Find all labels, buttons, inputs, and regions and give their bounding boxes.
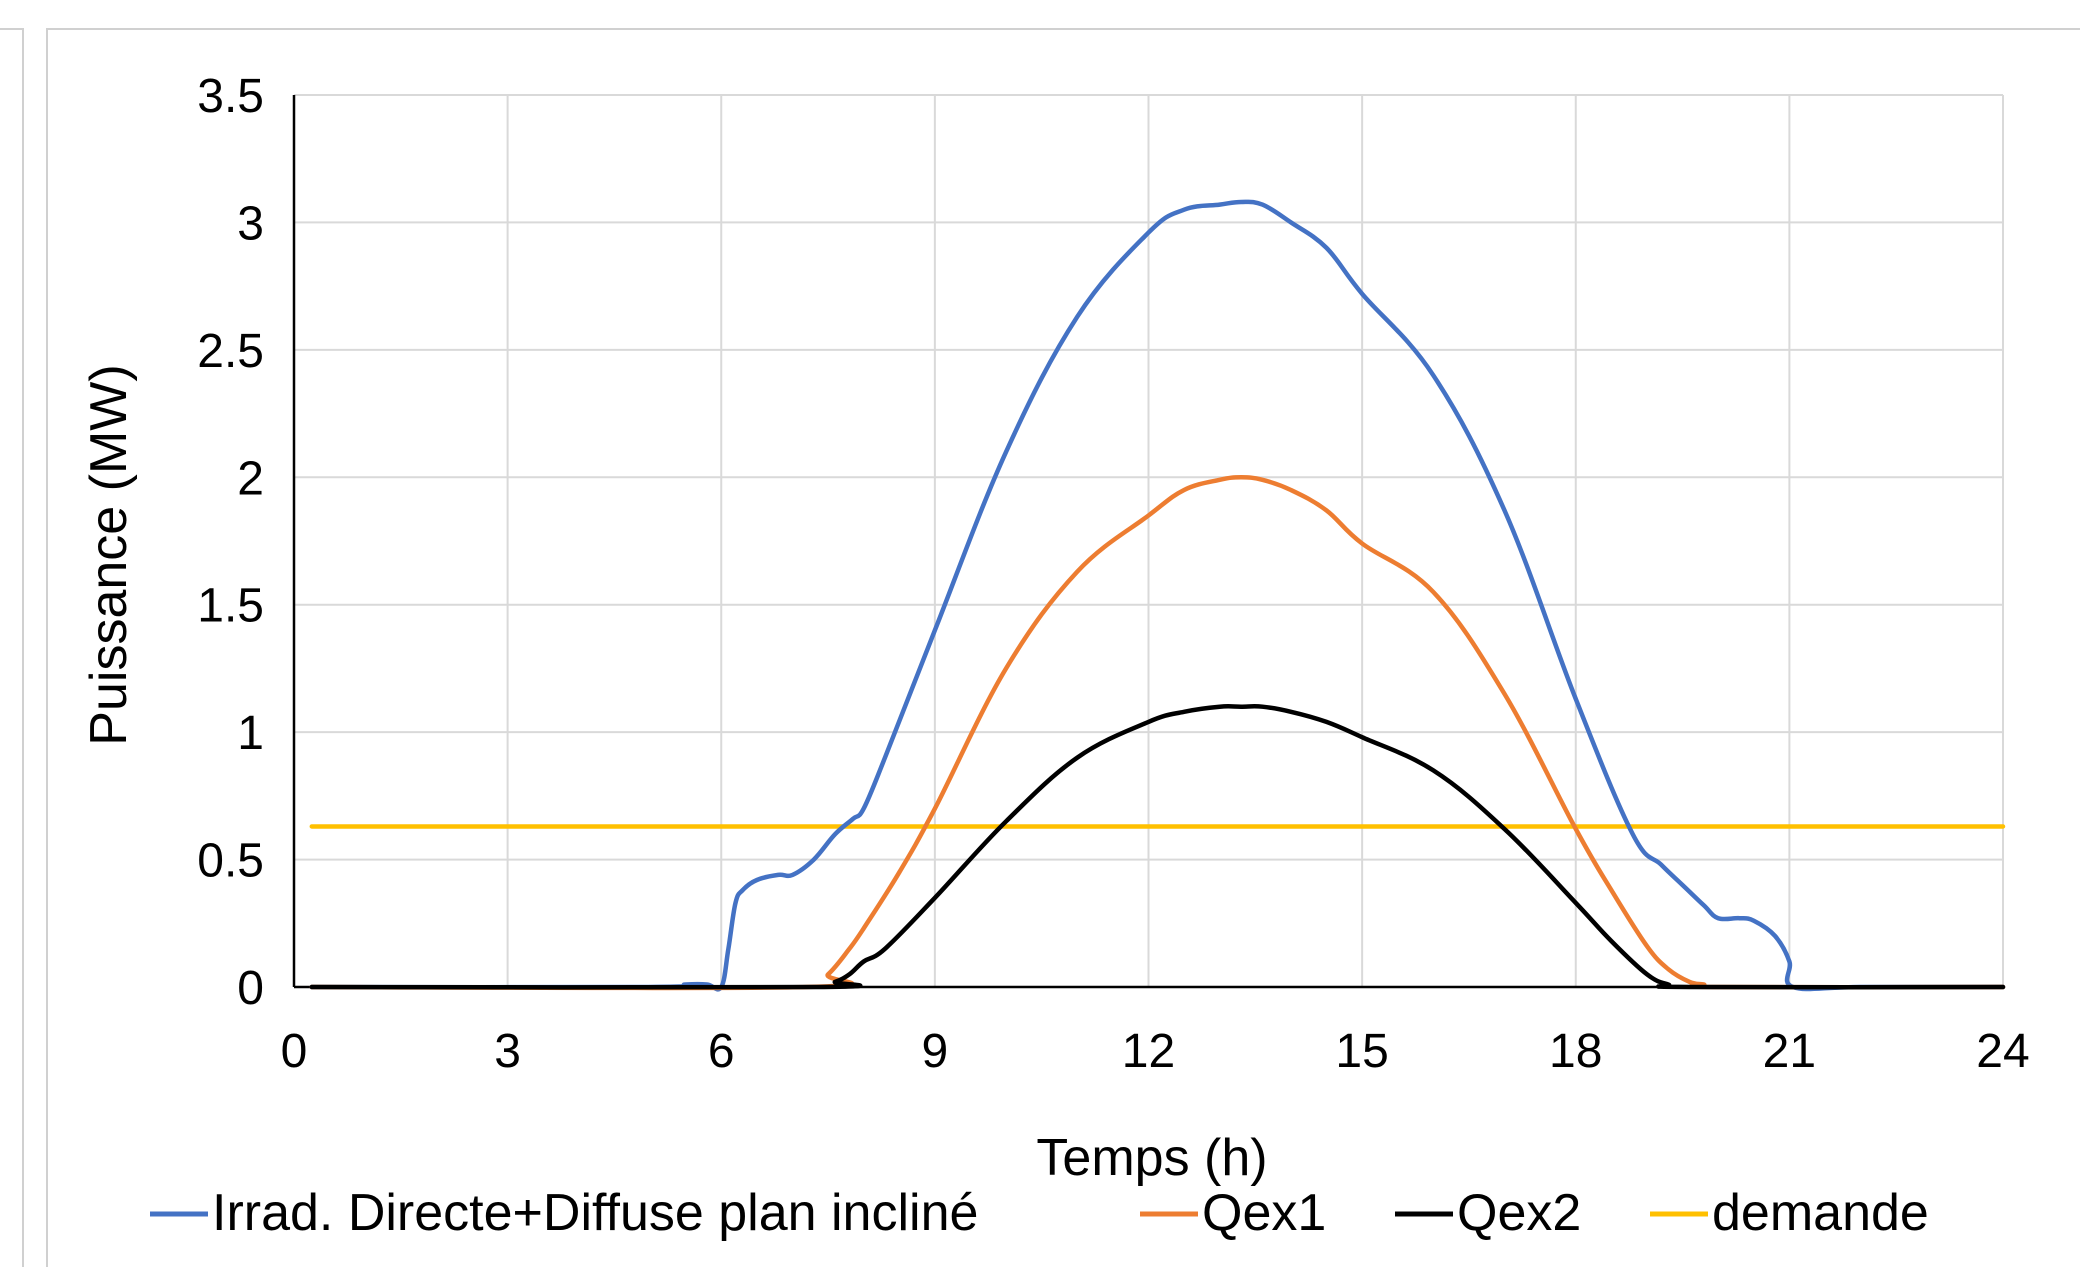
x-tick-labels: 0 3 6 9 12 15 18 21 24 bbox=[281, 1025, 2030, 1078]
y-tick-label: 3 bbox=[237, 197, 264, 250]
x-tick-label: 15 bbox=[1335, 1025, 1388, 1078]
y-tick-label: 0.5 bbox=[197, 835, 264, 888]
chart-panel-frame bbox=[46, 28, 2080, 1267]
legend-label: Qex1 bbox=[1202, 1184, 1326, 1242]
x-tick-label: 9 bbox=[922, 1025, 949, 1078]
grid bbox=[294, 94, 2004, 987]
series-lines bbox=[309, 199, 2006, 992]
legend-item: Irrad. Directe+Diffuse plan incliné bbox=[150, 1184, 978, 1242]
legend-label: demande bbox=[1712, 1184, 1929, 1242]
left-panel-frame bbox=[0, 28, 24, 1267]
y-tick-label: 1.5 bbox=[197, 580, 264, 633]
x-tick-label: 0 bbox=[281, 1025, 308, 1078]
y-tick-label: 1 bbox=[237, 707, 264, 760]
y-tick-label: 2 bbox=[237, 452, 264, 505]
x-axis-title: Temps (h) bbox=[1036, 1129, 1267, 1187]
legend-label: Irrad. Directe+Diffuse plan incliné bbox=[212, 1184, 978, 1242]
series-line-qex2 bbox=[309, 704, 2006, 990]
y-tick-label: 0 bbox=[237, 962, 264, 1015]
x-tick-label: 6 bbox=[708, 1025, 735, 1078]
x-tick-label: 12 bbox=[1122, 1025, 1175, 1078]
y-axis-title: Puissance (MW) bbox=[80, 364, 138, 745]
legend-item: Qex2 bbox=[1395, 1184, 1581, 1242]
legend-item: demande bbox=[1650, 1184, 1929, 1242]
series-line-irrad-directe-diffuse-plan-inclin bbox=[309, 199, 2006, 992]
series-line-qex1 bbox=[309, 475, 2006, 991]
x-tick-label: 18 bbox=[1549, 1025, 1602, 1078]
y-tick-labels: 0 0.5 1 1.5 2 2.5 3 3.5 bbox=[197, 70, 264, 1015]
legend: Irrad. Directe+Diffuse plan incliné Qex1 Q… bbox=[150, 1184, 1929, 1242]
legend-label: Qex2 bbox=[1457, 1184, 1581, 1242]
x-tick-label: 21 bbox=[1763, 1025, 1816, 1078]
x-tick-label: 3 bbox=[494, 1025, 521, 1078]
y-tick-label: 3.5 bbox=[197, 70, 264, 123]
x-tick-label: 24 bbox=[1976, 1025, 2029, 1078]
legend-item: Qex1 bbox=[1140, 1184, 1326, 1242]
y-tick-label: 2.5 bbox=[197, 325, 264, 378]
